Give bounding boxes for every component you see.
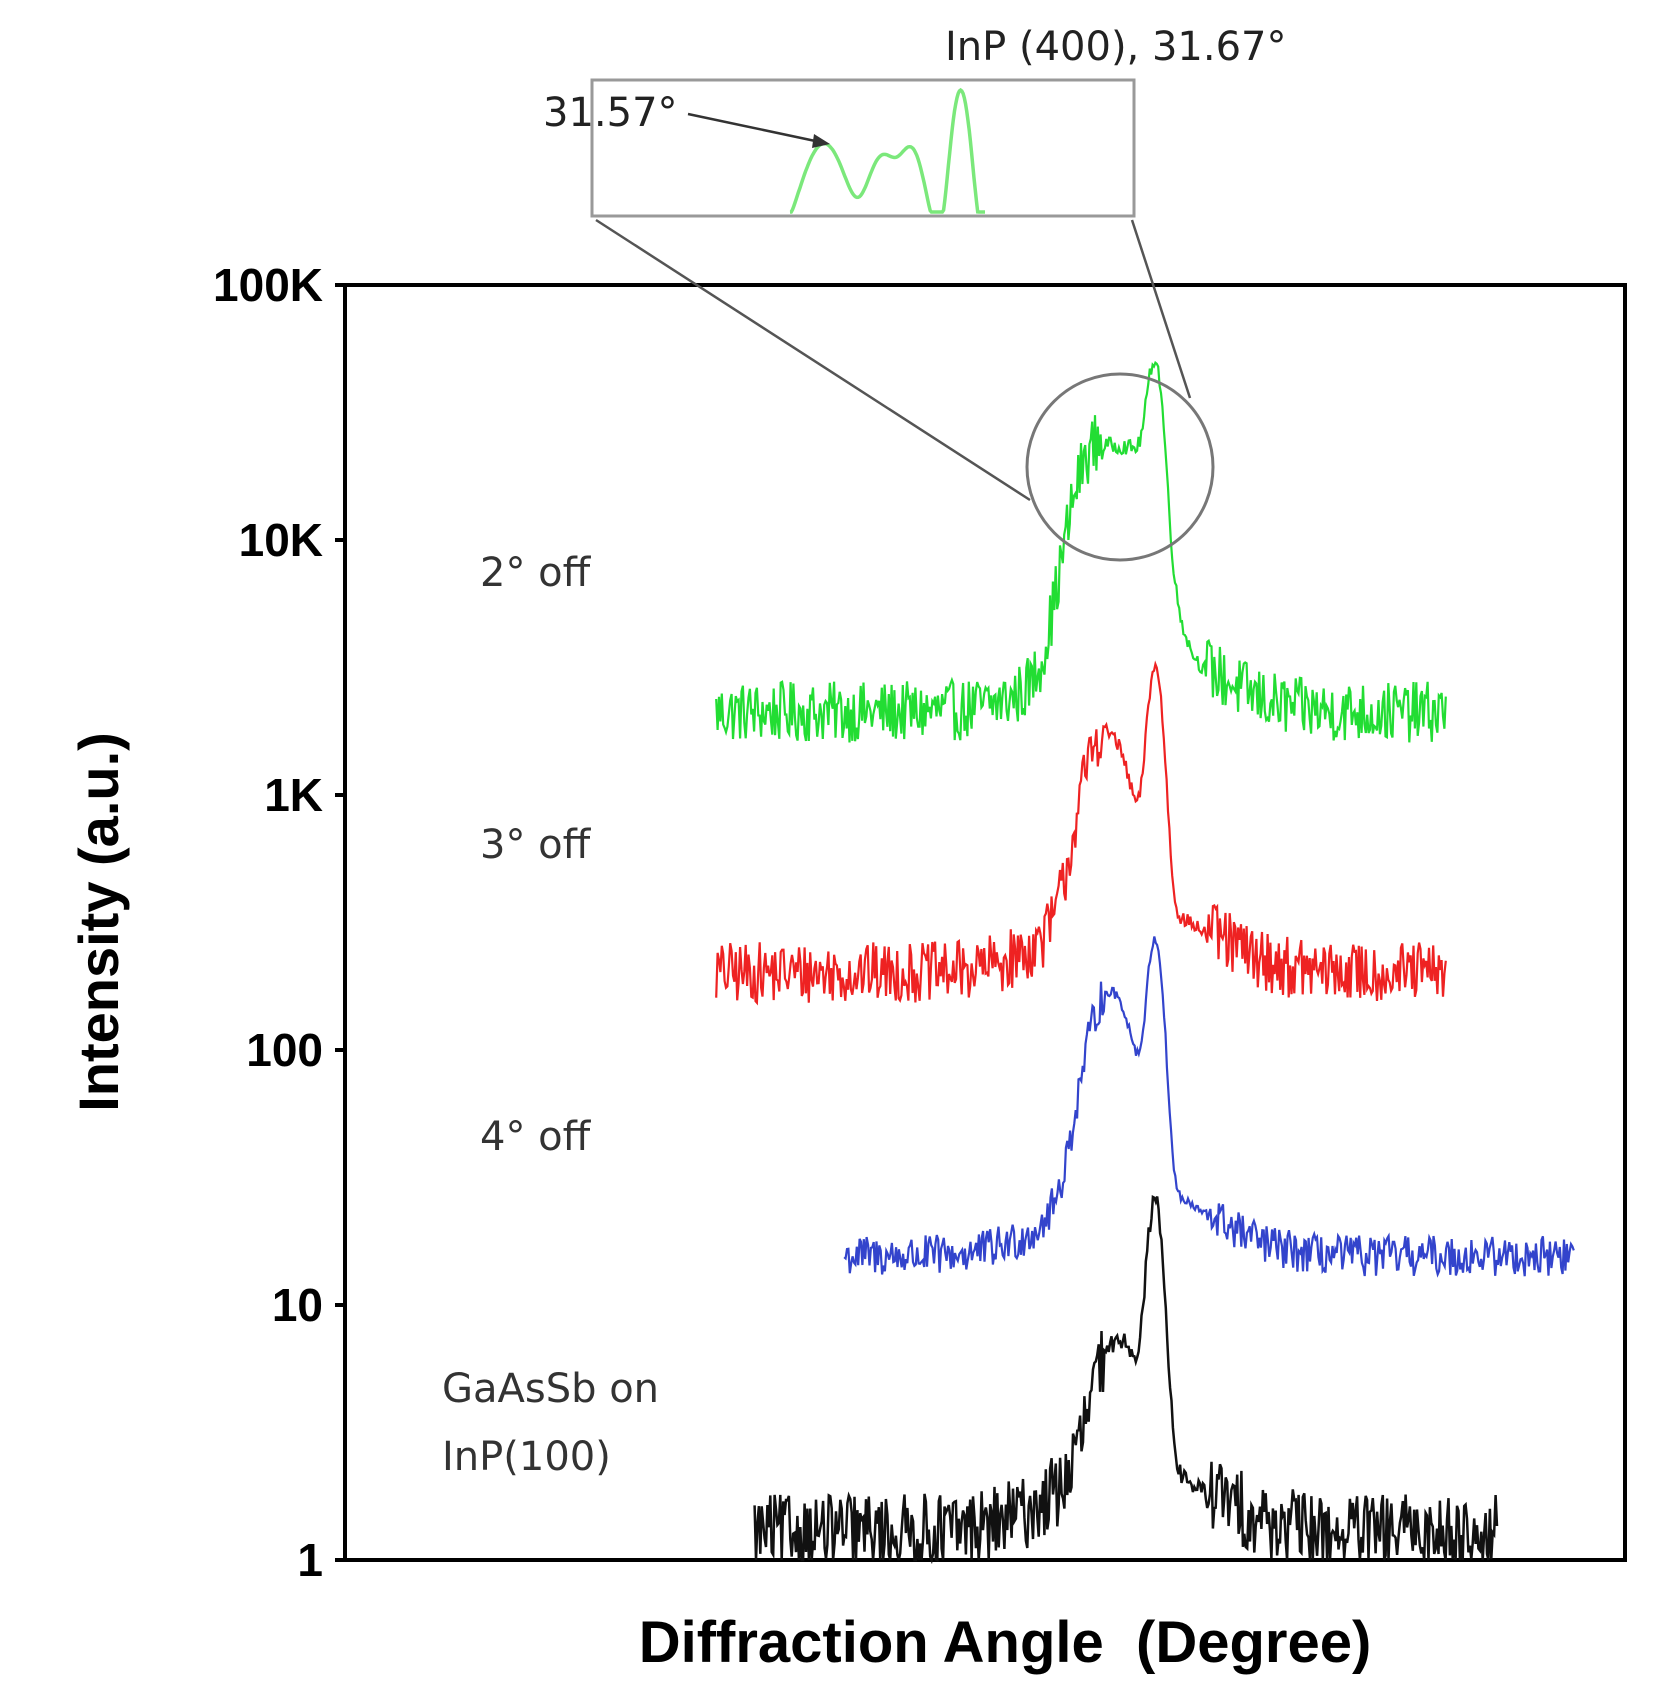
x-axis-title: Diffraction Angle (Degree) <box>639 1610 1372 1675</box>
y-axis-ticks: 1 10 100 1K 10K 100K <box>213 259 345 1586</box>
series-label-4deg: 4° off <box>480 1114 592 1160</box>
y-tick-label: 1 <box>297 1534 323 1586</box>
y-tick-label: 10 <box>272 1279 323 1331</box>
series-line-2 <box>843 936 1575 1278</box>
series-line-0 <box>715 360 1447 743</box>
series-line-1 <box>715 660 1447 1006</box>
annotation-inp-400: InP (400), 31.67° <box>945 24 1286 70</box>
y-tick-label: 100 <box>246 1024 323 1076</box>
series-label-gaassb-line1: GaAsSb on <box>442 1366 659 1412</box>
y-axis-title: Intensity (a.u.) <box>67 732 130 1112</box>
y-tick-label: 1K <box>264 769 323 821</box>
plot-frame <box>343 283 1627 1562</box>
series-label-3deg: 3° off <box>480 822 592 868</box>
annotation-31-57-arrowhead <box>812 134 830 148</box>
y-tick-label: 100K <box>213 259 323 311</box>
zoom-connector-right <box>1130 219 1192 399</box>
annotation-31-57: 31.57° <box>543 90 678 136</box>
annotation-31-57-arrow <box>687 112 821 144</box>
y-tick-label: 10K <box>239 514 323 566</box>
zoom-connector-left <box>595 218 1031 502</box>
series-line-3 <box>753 1194 1499 1565</box>
zoom-circle <box>1025 372 1215 562</box>
series-layer <box>715 360 1575 1565</box>
series-label-gaassb-line2: InP(100) <box>442 1434 611 1480</box>
series-label-2deg: 2° off <box>480 550 592 596</box>
